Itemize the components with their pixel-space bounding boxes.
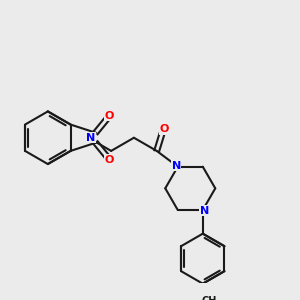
Text: O: O: [105, 111, 114, 121]
Text: N: N: [86, 133, 95, 143]
Text: O: O: [105, 155, 114, 165]
Text: N: N: [200, 206, 209, 216]
Text: O: O: [160, 124, 169, 134]
Text: CH₃: CH₃: [201, 296, 221, 300]
Text: N: N: [172, 161, 181, 171]
